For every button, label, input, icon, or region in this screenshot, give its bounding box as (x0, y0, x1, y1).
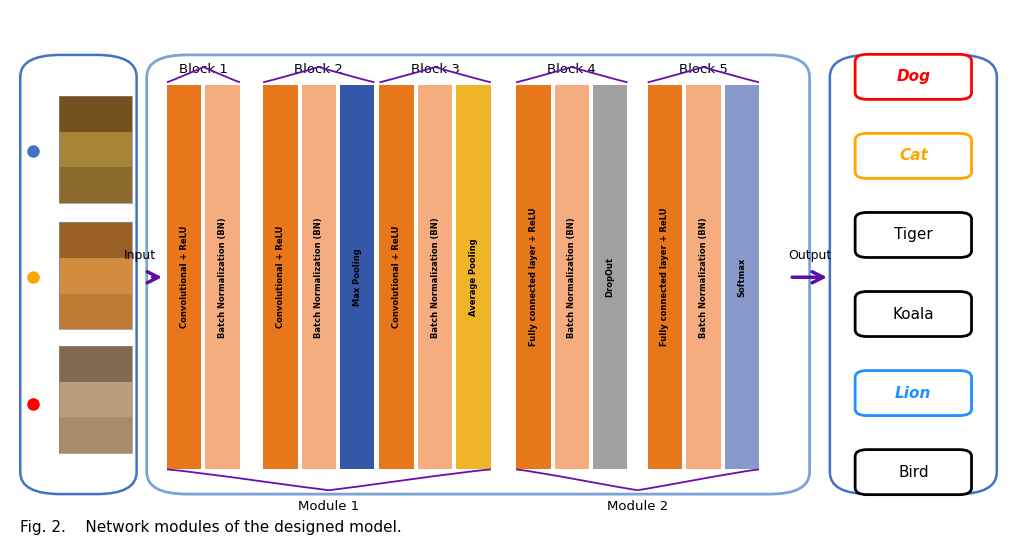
FancyBboxPatch shape (647, 85, 681, 469)
Text: Cat: Cat (898, 148, 927, 164)
Text: Block 2: Block 2 (294, 63, 343, 76)
FancyBboxPatch shape (854, 212, 971, 257)
Text: Fully connected layer + ReLU: Fully connected layer + ReLU (529, 208, 537, 346)
FancyBboxPatch shape (59, 417, 131, 453)
FancyBboxPatch shape (59, 132, 131, 167)
Text: Module 2: Module 2 (607, 500, 667, 513)
Text: Block 3: Block 3 (410, 63, 459, 76)
Text: Softmax: Softmax (737, 257, 745, 297)
Text: Convolutional + ReLU: Convolutional + ReLU (392, 226, 400, 328)
FancyBboxPatch shape (340, 85, 374, 469)
FancyBboxPatch shape (147, 55, 809, 494)
FancyBboxPatch shape (554, 85, 588, 469)
Text: Lion: Lion (895, 385, 930, 401)
FancyBboxPatch shape (516, 85, 550, 469)
FancyBboxPatch shape (301, 85, 336, 469)
Text: Block 1: Block 1 (179, 63, 227, 76)
FancyBboxPatch shape (167, 85, 201, 469)
Text: Average Pooling: Average Pooling (469, 238, 477, 316)
Text: Block 4: Block 4 (547, 63, 595, 76)
Text: Bird: Bird (897, 464, 928, 480)
FancyBboxPatch shape (724, 85, 758, 469)
Text: Batch Normalization (BN): Batch Normalization (BN) (567, 217, 575, 338)
Text: Block 5: Block 5 (678, 63, 727, 76)
Text: Batch Normalization (BN): Batch Normalization (BN) (431, 217, 439, 338)
FancyBboxPatch shape (59, 96, 131, 132)
FancyBboxPatch shape (418, 85, 452, 469)
FancyBboxPatch shape (685, 85, 720, 469)
Text: Batch Normalization (BN): Batch Normalization (BN) (699, 217, 707, 338)
Text: Convolutional + ReLU: Convolutional + ReLU (276, 226, 284, 328)
FancyBboxPatch shape (854, 371, 971, 416)
Text: Output: Output (788, 249, 830, 262)
Text: Convolutional + ReLU: Convolutional + ReLU (180, 226, 188, 328)
FancyBboxPatch shape (854, 292, 971, 337)
FancyBboxPatch shape (854, 450, 971, 495)
FancyBboxPatch shape (59, 382, 131, 417)
Text: Input: Input (123, 249, 156, 262)
FancyBboxPatch shape (263, 85, 297, 469)
Text: Tiger: Tiger (893, 227, 932, 243)
Text: Batch Normalization (BN): Batch Normalization (BN) (314, 217, 323, 338)
Text: Koala: Koala (892, 306, 933, 322)
Text: Fully connected layer + ReLU: Fully connected layer + ReLU (660, 208, 668, 346)
Text: DropOut: DropOut (606, 257, 614, 298)
FancyBboxPatch shape (205, 85, 240, 469)
FancyBboxPatch shape (59, 294, 131, 329)
FancyBboxPatch shape (829, 55, 996, 494)
FancyBboxPatch shape (592, 85, 627, 469)
Text: Dog: Dog (896, 69, 929, 85)
FancyBboxPatch shape (59, 258, 131, 294)
Text: Module 1: Module 1 (298, 500, 359, 513)
FancyBboxPatch shape (456, 85, 490, 469)
Text: Batch Normalization (BN): Batch Normalization (BN) (218, 217, 226, 338)
FancyBboxPatch shape (59, 167, 131, 203)
FancyBboxPatch shape (59, 222, 131, 258)
FancyBboxPatch shape (854, 133, 971, 178)
FancyBboxPatch shape (59, 346, 131, 382)
FancyBboxPatch shape (854, 54, 971, 99)
FancyBboxPatch shape (379, 85, 413, 469)
Text: Fig. 2.    Network modules of the designed model.: Fig. 2. Network modules of the designed … (20, 520, 401, 535)
Text: Max Pooling: Max Pooling (353, 248, 361, 306)
FancyBboxPatch shape (20, 55, 136, 494)
